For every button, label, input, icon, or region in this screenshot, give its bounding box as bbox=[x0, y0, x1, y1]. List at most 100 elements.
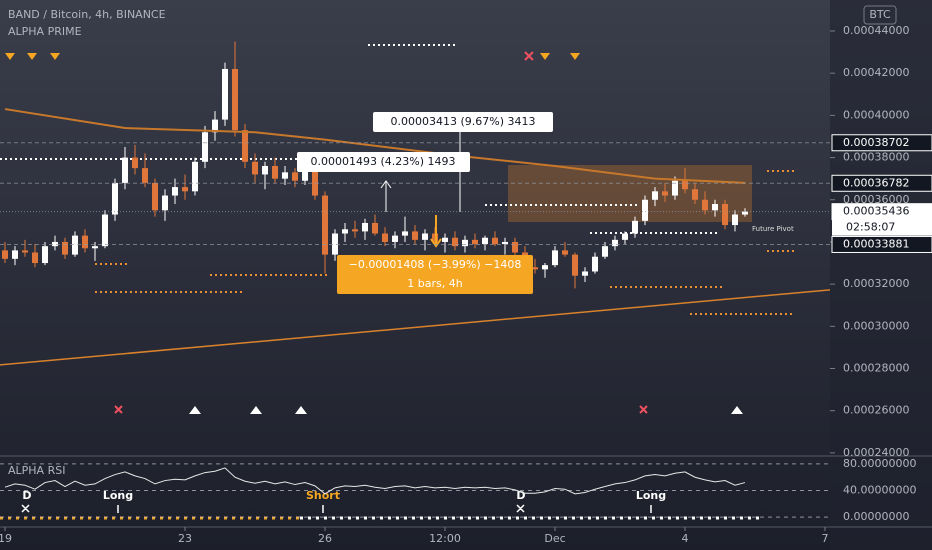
candle-body bbox=[402, 231, 408, 236]
candle-body bbox=[662, 191, 668, 196]
candle-body bbox=[342, 229, 348, 234]
price-label: 0.00033881 bbox=[843, 237, 909, 250]
rsi-tick-label: 40.00000000 bbox=[843, 484, 916, 497]
candle-body bbox=[362, 222, 368, 232]
y-tick-label: 0.00040000 bbox=[843, 108, 909, 121]
plot bbox=[0, 41, 830, 366]
price-label-box bbox=[831, 235, 932, 253]
candle-body bbox=[82, 235, 88, 249]
signal-label: D bbox=[22, 489, 31, 502]
y-tick-label: 0.00032000 bbox=[843, 277, 909, 290]
levels bbox=[0, 44, 797, 315]
candle-body bbox=[12, 250, 18, 259]
candle-body bbox=[282, 172, 288, 179]
measure-box bbox=[373, 112, 553, 132]
candle-body bbox=[152, 182, 158, 211]
candle-body bbox=[222, 68, 228, 120]
candle-body bbox=[372, 222, 378, 234]
signal-label: Long bbox=[103, 489, 133, 502]
candle-body bbox=[262, 166, 268, 175]
candle-body bbox=[492, 237, 498, 245]
candle-body bbox=[442, 237, 448, 242]
candle-body bbox=[142, 168, 148, 183]
candle-body bbox=[392, 235, 398, 242]
measure-text: 0.00003413 (9.67%) 3413 bbox=[391, 115, 536, 128]
trendline bbox=[0, 289, 830, 366]
candle-body bbox=[202, 132, 208, 162]
candle-body bbox=[562, 250, 568, 255]
candle-body bbox=[512, 241, 518, 253]
candle-body bbox=[502, 241, 508, 245]
markers bbox=[5, 51, 743, 414]
candle-body bbox=[622, 233, 628, 240]
y-tick-label: 0.00042000 bbox=[843, 66, 909, 79]
currency[interactable]: BTC bbox=[869, 8, 891, 21]
cross-marks bbox=[114, 51, 648, 414]
x-tick-label: 26 bbox=[318, 532, 332, 545]
candle-body bbox=[92, 246, 98, 249]
signals: D Long Short D Long bbox=[21, 489, 666, 513]
candle-body bbox=[192, 161, 198, 192]
candle-body bbox=[292, 172, 298, 181]
candle-body bbox=[172, 187, 178, 196]
price-label: 0.00035436 bbox=[843, 205, 909, 218]
price-axis-bg bbox=[830, 0, 932, 550]
price-label-box bbox=[831, 134, 932, 152]
signal-label: Short bbox=[306, 489, 340, 502]
candle-body bbox=[112, 182, 118, 215]
signal-label: Long bbox=[636, 489, 666, 502]
candle-body bbox=[692, 189, 698, 200]
candle-body bbox=[592, 256, 598, 272]
y-tick-label: 0.00044000 bbox=[843, 24, 909, 37]
countdown-box bbox=[832, 219, 932, 236]
candle-body bbox=[102, 214, 108, 247]
x-tick-label: 7 bbox=[822, 532, 829, 545]
candle-body bbox=[472, 239, 478, 245]
rsi-tick-label: 80.00000000 bbox=[843, 457, 916, 470]
signal-marks bbox=[21, 504, 652, 513]
candle-body bbox=[652, 191, 658, 200]
measure-text: 0.00001493 (4.23%) 1493 bbox=[311, 155, 456, 168]
candle-body bbox=[42, 246, 48, 264]
price-label: 0.00038702 bbox=[843, 136, 909, 149]
candle-body bbox=[252, 161, 258, 175]
x-tick-label: 23 bbox=[178, 532, 192, 545]
candle-body bbox=[382, 233, 388, 242]
candle-body bbox=[712, 203, 718, 211]
measure-text: 1 bars, 4h bbox=[407, 277, 462, 290]
price-label-box bbox=[831, 174, 932, 192]
candle-body bbox=[702, 199, 708, 211]
candle-body bbox=[672, 180, 678, 196]
candle-body bbox=[2, 250, 8, 259]
measure-text: −0.00001408 (−3.99%) −1408 bbox=[349, 258, 522, 271]
candle-body bbox=[32, 252, 38, 264]
currency-badge[interactable] bbox=[863, 5, 897, 25]
signal-label: D bbox=[516, 489, 525, 502]
x-tick-label: 4 bbox=[682, 532, 689, 545]
moving-average bbox=[4, 108, 746, 184]
y-tick-label: 0.00026000 bbox=[843, 404, 909, 417]
candle-body bbox=[242, 130, 248, 162]
chart-title: BAND / Bitcoin, 4h, BINANCE bbox=[8, 8, 166, 21]
candle-body bbox=[462, 239, 468, 247]
candle-body bbox=[452, 237, 458, 247]
candle-body bbox=[352, 229, 358, 232]
candle-body bbox=[612, 239, 618, 247]
candle-body bbox=[122, 157, 128, 183]
candle-body bbox=[642, 199, 648, 221]
candle-body bbox=[182, 187, 188, 192]
candle-body bbox=[62, 241, 68, 255]
y-tick-label: 0.00038000 bbox=[843, 151, 909, 164]
candle-body bbox=[332, 233, 338, 255]
candle-body bbox=[302, 170, 308, 181]
candle-body bbox=[532, 267, 538, 270]
x-tick-label: 19 bbox=[0, 532, 12, 545]
candle-body bbox=[232, 68, 238, 131]
candle-body bbox=[482, 237, 488, 245]
candle-body bbox=[322, 195, 328, 255]
candle-body bbox=[572, 254, 578, 276]
rsi-line bbox=[4, 467, 746, 495]
candle-body bbox=[422, 233, 428, 240]
up-triangles bbox=[189, 406, 743, 414]
